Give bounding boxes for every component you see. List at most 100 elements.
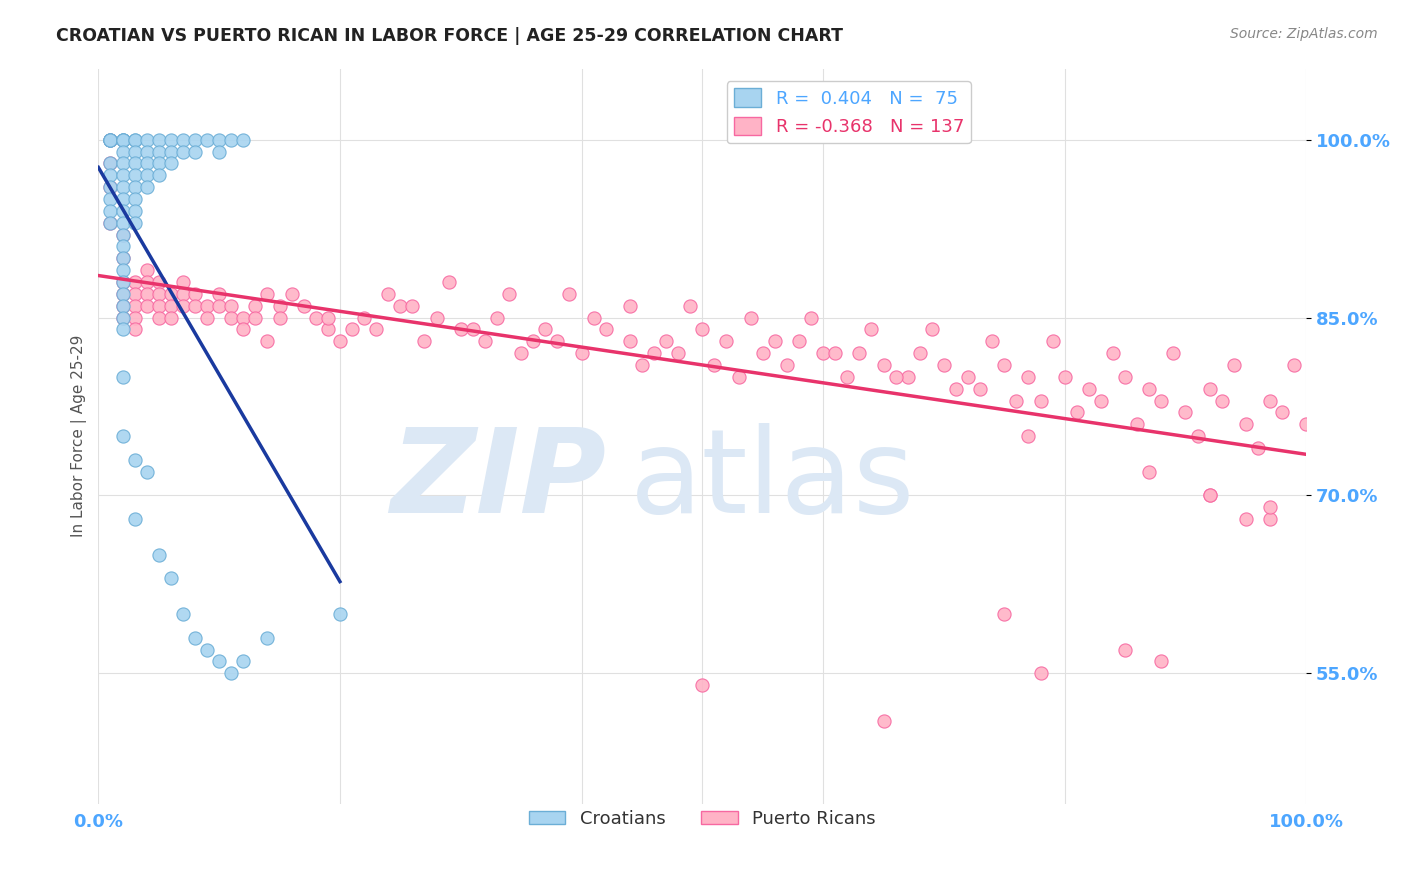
Point [377, 286, 399, 301]
Point [245, 310, 267, 325]
Point [1174, 405, 1197, 419]
Point [643, 346, 665, 360]
Point [1042, 334, 1064, 349]
Point [159, 299, 181, 313]
Point [124, 145, 146, 159]
Point [219, 299, 242, 313]
Point [1150, 393, 1173, 408]
Point [872, 358, 894, 372]
Point [256, 286, 278, 301]
Point [316, 310, 339, 325]
Point [1005, 393, 1028, 408]
Point [100, 216, 122, 230]
Point [100, 203, 122, 218]
Point [111, 286, 134, 301]
Point [485, 310, 508, 325]
Point [124, 275, 146, 289]
Point [135, 263, 157, 277]
Point [800, 310, 823, 325]
Point [1090, 393, 1112, 408]
Point [932, 358, 955, 372]
Point [848, 346, 870, 360]
Point [366, 322, 388, 336]
Point [558, 286, 581, 301]
Point [1114, 642, 1136, 657]
Point [111, 192, 134, 206]
Point [148, 286, 170, 301]
Point [172, 299, 194, 313]
Point [135, 465, 157, 479]
Point [219, 133, 242, 147]
Point [619, 299, 641, 313]
Point [837, 369, 859, 384]
Point [111, 251, 134, 265]
Point [111, 216, 134, 230]
Point [148, 275, 170, 289]
Point [111, 168, 134, 182]
Point [1029, 666, 1052, 681]
Point [135, 299, 157, 313]
Point [329, 607, 352, 621]
Point [208, 145, 231, 159]
Point [1258, 393, 1281, 408]
Point [1066, 405, 1088, 419]
Point [111, 251, 134, 265]
Point [111, 286, 134, 301]
Point [100, 180, 122, 194]
Point [208, 299, 231, 313]
Point [124, 192, 146, 206]
Text: CROATIAN VS PUERTO RICAN IN LABOR FORCE | AGE 25-29 CORRELATION CHART: CROATIAN VS PUERTO RICAN IN LABOR FORCE … [56, 27, 844, 45]
Point [582, 310, 605, 325]
Point [148, 145, 170, 159]
Point [148, 133, 170, 147]
Point [1017, 369, 1039, 384]
Point [1198, 488, 1220, 502]
Point [135, 286, 157, 301]
Point [148, 156, 170, 170]
Point [1271, 405, 1294, 419]
Point [1126, 417, 1149, 432]
Point [571, 346, 593, 360]
Point [1137, 465, 1160, 479]
Point [269, 310, 291, 325]
Point [148, 548, 170, 562]
Point [474, 334, 496, 349]
Point [111, 239, 134, 253]
Point [1017, 429, 1039, 443]
Point [727, 369, 749, 384]
Point [353, 310, 375, 325]
Point [159, 145, 181, 159]
Point [124, 180, 146, 194]
Point [100, 192, 122, 206]
Point [111, 275, 134, 289]
Point [413, 334, 436, 349]
Point [111, 180, 134, 194]
Point [787, 334, 810, 349]
Point [111, 429, 134, 443]
Point [195, 299, 218, 313]
Point [111, 203, 134, 218]
Point [124, 168, 146, 182]
Point [981, 334, 1004, 349]
Point [340, 322, 363, 336]
Point [184, 299, 207, 313]
Point [124, 286, 146, 301]
Point [510, 346, 533, 360]
Point [124, 512, 146, 526]
Point [1198, 488, 1220, 502]
Point [461, 322, 484, 336]
Point [884, 369, 907, 384]
Point [124, 156, 146, 170]
Point [172, 275, 194, 289]
Point [1102, 346, 1125, 360]
Point [195, 310, 218, 325]
Point [124, 310, 146, 325]
Point [135, 156, 157, 170]
Point [450, 322, 472, 336]
Point [666, 346, 689, 360]
Point [1114, 369, 1136, 384]
Point [498, 286, 520, 301]
Point [111, 133, 134, 147]
Point [111, 299, 134, 313]
Point [100, 216, 122, 230]
